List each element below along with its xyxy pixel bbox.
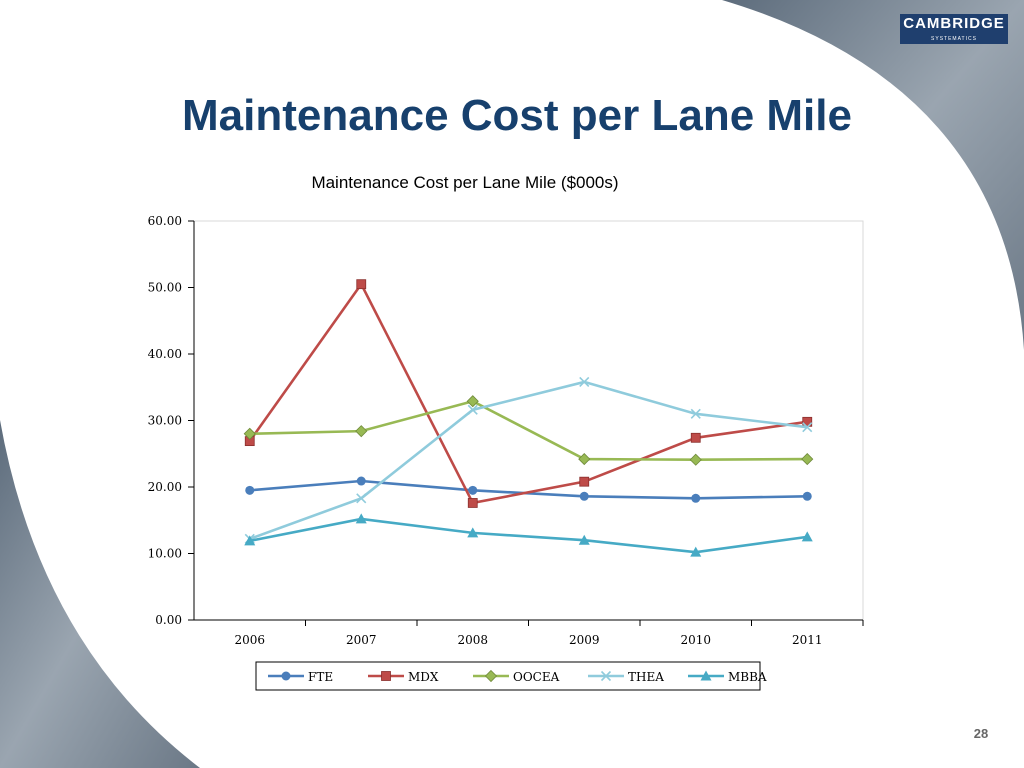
marker — [578, 534, 590, 545]
page-number: 28 — [974, 726, 988, 741]
y-tick-label: 40.00 — [148, 347, 182, 361]
marker — [578, 453, 591, 466]
marker — [690, 432, 701, 443]
y-tick-label: 60.00 — [148, 214, 182, 228]
marker — [690, 408, 701, 419]
marker — [690, 546, 702, 557]
x-tick-label: 2008 — [457, 633, 488, 647]
marker — [484, 669, 498, 683]
logo-box — [900, 14, 1008, 44]
slide-title: Maintenance Cost per Lane Mile — [182, 91, 852, 140]
line — [249, 399, 808, 462]
y-tick-label: 0.00 — [155, 613, 182, 627]
y-tick-label: 30.00 — [148, 414, 182, 428]
chart-title: Maintenance Cost per Lane Mile ($000s) — [311, 173, 618, 192]
marker — [356, 493, 367, 504]
marker — [467, 498, 478, 508]
line — [249, 517, 808, 554]
x-tick-label: 2010 — [680, 633, 711, 647]
marker — [356, 476, 366, 486]
chart: 0.00 10.00 20.00 30.00 40.00 50.00 60.00 2006 20… — [148, 214, 864, 691]
photo-top-right — [722, 0, 1024, 350]
legend-label: THEA — [628, 670, 664, 684]
marker — [802, 422, 813, 433]
marker — [381, 671, 391, 681]
x-tick-label: 2007 — [346, 633, 377, 647]
photo-bottom-left — [0, 420, 200, 768]
plot-area — [193, 220, 864, 621]
y-tick-label: 10.00 — [148, 547, 182, 561]
marker — [355, 513, 367, 524]
x-tick-label: 2009 — [569, 633, 600, 647]
x-tick-label: 2011 — [792, 633, 823, 647]
y-tick-label: 20.00 — [148, 480, 182, 494]
marker — [467, 404, 478, 415]
logo-name: CAMBRIDGE — [903, 15, 1005, 32]
line — [249, 380, 808, 541]
legend-label: MDX — [408, 670, 439, 684]
marker — [801, 531, 813, 542]
x-tick-label: 2006 — [234, 633, 265, 647]
marker — [802, 491, 812, 501]
marker — [579, 476, 590, 487]
marker — [466, 395, 479, 408]
logo-sub: SYSTEMATICS — [931, 36, 977, 42]
marker — [245, 485, 255, 495]
marker — [244, 535, 256, 546]
marker — [700, 670, 712, 681]
marker — [355, 425, 368, 438]
marker — [467, 527, 479, 538]
marker — [691, 493, 701, 503]
marker — [579, 376, 590, 387]
legend-label: MBBA — [728, 670, 767, 684]
marker — [600, 670, 612, 682]
line — [248, 281, 808, 505]
marker — [243, 427, 256, 440]
legend-label: OOCEA — [513, 670, 560, 684]
marker — [281, 671, 291, 681]
marker — [356, 279, 367, 290]
y-tick-label: 50.00 — [148, 281, 182, 295]
marker — [579, 491, 589, 501]
marker — [468, 485, 478, 495]
legend-label: FTE — [308, 670, 333, 684]
marker — [801, 453, 814, 466]
marker — [689, 453, 702, 466]
